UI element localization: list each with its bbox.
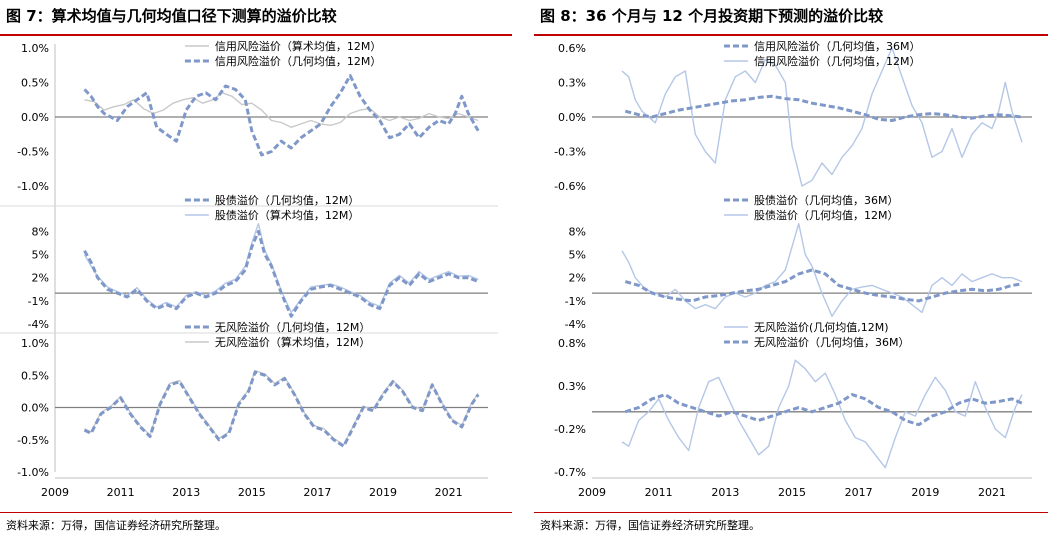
title-rule	[534, 34, 1048, 36]
x-tick-label: 2011	[107, 486, 135, 499]
figure-source: 资料来源：万得，国信证券经济研究所整理。	[6, 519, 226, 532]
y-tick-label: 2%	[32, 272, 49, 285]
legend-label: 股债溢价（算术均值，12M）	[215, 208, 360, 222]
legend-label: 股债溢价（几何均值，12M）	[754, 208, 899, 222]
series-line	[621, 47, 1023, 187]
bottom-rule	[534, 512, 1048, 513]
figure-7-chart: 1.0% 0.5% 0.0% -0.5% -1.0% 信用风险溢价（算术均值，12M）信用…	[0, 39, 498, 499]
y-tick-label: 0.0%	[558, 111, 586, 124]
x-tick-label: 2017	[303, 486, 331, 499]
y-tick-label: 8%	[569, 225, 586, 238]
figure-title: 图 8：36 个月与 12 个月投资期下预测的溢价比较	[540, 7, 884, 25]
y-tick-label: 0.5%	[21, 77, 49, 90]
legend-label: 无风险溢价（算术均值，12M）	[215, 335, 371, 349]
series-line	[83, 370, 480, 448]
legend-label: 无风险溢价(几何均值,12M)	[754, 320, 889, 334]
legend-label: 信用风险溢价（算术均值，12M）	[215, 39, 382, 53]
x-tick-label: 2019	[911, 486, 939, 499]
panel-0: 0.6% 0.3% 0.0% -0.3% -0.6% 信用风险溢价（几何均值，36M）信用…	[554, 39, 1032, 193]
y-tick-label: 0.8%	[558, 337, 586, 350]
y-tick-label: 8%	[32, 225, 49, 238]
figure-8-chart: 0.6% 0.3% 0.0% -0.3% -0.6% 信用风险溢价（几何均值，36M）信用…	[554, 39, 1032, 499]
x-tick-label: 2015	[778, 486, 806, 499]
x-tick-label: 2009	[41, 486, 69, 499]
figure-title: 图 7：算术均值与几何均值口径下测算的溢价比较	[6, 7, 337, 25]
x-tick-label: 2013	[172, 486, 200, 499]
y-tick-label: -0.5%	[17, 434, 49, 447]
y-tick-label: -4%	[28, 318, 49, 331]
y-tick-label: 2%	[569, 272, 586, 285]
y-tick-label: -4%	[565, 318, 586, 331]
panel-2: 0.8% 0.3% -0.2% -0.7% 无风险溢价(几何均值,12M)无风险溢价（几…	[554, 320, 1032, 479]
panel-1: 8% 5% 2% -1% -4% 股债溢价（几何均值，12M）股债溢价（算术均值，12M）	[28, 193, 488, 331]
x-tick-label: 2021	[978, 486, 1006, 499]
panel-2: 1.0% 0.5% 0.0% -0.5% -1.0% 无风险溢价（几何均值，12M）无风险…	[17, 320, 488, 479]
series-line	[624, 393, 1023, 427]
legend-label: 信用风险溢价（几何均值，12M）	[754, 54, 921, 68]
x-tick-label: 2017	[845, 486, 873, 499]
legend-label: 无风险溢价（几何均值，12M）	[215, 320, 371, 334]
y-tick-label: -0.2%	[554, 423, 586, 436]
legend-label: 无风险溢价（几何均值，36M）	[754, 335, 910, 349]
y-tick-label: -1.0%	[17, 466, 49, 479]
legend-label: 股债溢价（几何均值，12M）	[215, 193, 360, 207]
y-tick-label: 0.0%	[21, 402, 49, 415]
y-tick-label: -0.3%	[554, 146, 586, 159]
series-line	[621, 223, 1023, 317]
legend-label: 信用风险溢价（几何均值，36M）	[754, 39, 921, 53]
x-tick-label: 2021	[435, 486, 463, 499]
panel-1: 8% 5% 2% -1% -4% 股债溢价（几何均值，36M）股债溢价（几何均值，12M）	[565, 193, 1032, 331]
y-tick-label: -1%	[565, 295, 586, 308]
y-tick-label: 1.0%	[21, 337, 49, 350]
figure-source: 资料来源：万得，国信证券经济研究所整理。	[540, 519, 760, 532]
y-tick-label: 0.5%	[21, 369, 49, 382]
series-line	[624, 94, 1023, 122]
x-tick-label: 2009	[578, 486, 606, 499]
legend-label: 股债溢价（几何均值，36M）	[754, 193, 899, 207]
x-tick-label: 2015	[238, 486, 266, 499]
y-tick-label: -1.0%	[17, 180, 49, 193]
panel-0: 1.0% 0.5% 0.0% -0.5% -1.0% 信用风险溢价（算术均值，12M）信用…	[17, 39, 488, 193]
y-tick-label: 0.0%	[21, 111, 49, 124]
y-tick-label: 0.3%	[558, 77, 586, 90]
y-tick-label: 0.6%	[558, 42, 586, 55]
y-tick-label: -0.6%	[554, 180, 586, 193]
bottom-rule	[0, 512, 512, 513]
series-line	[84, 92, 479, 128]
series-line	[83, 74, 480, 157]
y-tick-label: -0.7%	[554, 466, 586, 479]
y-tick-label: -1%	[28, 295, 49, 308]
series-line	[624, 268, 1023, 303]
x-tick-label: 2011	[645, 486, 673, 499]
y-tick-label: 5%	[32, 249, 49, 262]
y-tick-label: 1.0%	[21, 42, 49, 55]
series-line	[83, 229, 479, 318]
series-line	[621, 359, 1023, 469]
x-tick-label: 2013	[711, 486, 739, 499]
y-tick-label: 0.3%	[558, 380, 586, 393]
y-tick-label: 5%	[569, 249, 586, 262]
legend-label: 信用风险溢价（几何均值，12M）	[215, 54, 382, 68]
title-rule	[0, 34, 512, 36]
x-tick-label: 2019	[369, 486, 397, 499]
y-tick-label: -0.5%	[17, 146, 49, 159]
